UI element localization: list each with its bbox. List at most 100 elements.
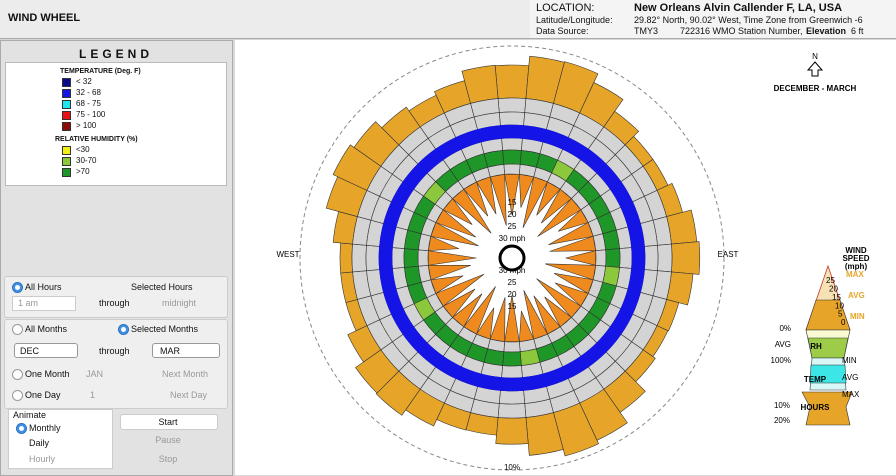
ring-cell — [498, 111, 526, 126]
hour-spike — [518, 310, 535, 343]
hour-spike — [463, 286, 496, 335]
label: HOURS — [801, 403, 831, 412]
label: 10% — [774, 401, 790, 410]
rh-cell — [605, 248, 621, 268]
hour-spike — [430, 275, 464, 294]
elevation: 6 ft — [851, 26, 864, 36]
legend-temp-title: TEMPERATURE (Deg. F) — [60, 68, 141, 75]
temp-fill — [809, 364, 847, 384]
source-label: Data Source: — [536, 26, 589, 36]
hour-spike — [463, 181, 489, 217]
label: DECEMBER - MARCH — [774, 84, 857, 93]
radio-all-hours[interactable] — [12, 282, 23, 293]
month-to[interactable]: MAR — [160, 346, 180, 356]
hour-spike — [519, 173, 535, 208]
pause[interactable]: Pause — [155, 435, 181, 445]
legend-label: > 100 — [76, 121, 97, 130]
ring-cell — [351, 243, 367, 273]
next-day[interactable]: Next Day — [170, 390, 208, 400]
label: EAST — [718, 250, 739, 259]
hour-spike — [476, 307, 495, 340]
label: 15 — [508, 198, 517, 207]
latlon: 29.82° North, 90.02° West, Time Zone fro… — [634, 15, 863, 25]
ring-cell — [619, 247, 633, 269]
hour-spike — [537, 198, 582, 237]
rh-cell — [483, 150, 505, 168]
month-from-select[interactable] — [14, 343, 78, 358]
radio-selected-months[interactable] — [118, 324, 129, 335]
location-label: LOCATION: — [536, 2, 595, 14]
legend-swatch — [62, 89, 71, 98]
all-hours[interactable]: All Hours — [25, 282, 62, 292]
month-to-select[interactable] — [152, 343, 220, 358]
start[interactable]: Start — [158, 417, 178, 427]
legend-swatch — [62, 111, 71, 120]
one-month[interactable]: One Month — [25, 369, 70, 379]
label: 15 — [832, 293, 841, 302]
hourly[interactable]: Hourly — [29, 454, 56, 464]
hour-to[interactable]: midnight — [162, 298, 197, 308]
daily[interactable]: Daily — [29, 438, 50, 448]
selected-months[interactable]: Selected Months — [131, 324, 199, 334]
legend-rh-title: RELATIVE HUMIDITY (%) — [55, 136, 138, 143]
ring-cell — [498, 390, 526, 405]
temp-cell — [477, 125, 502, 143]
label: WIND — [845, 246, 867, 255]
location: New Orleans Alvin Callender F, LA, USA — [634, 2, 843, 14]
month-from[interactable]: DEC — [20, 346, 40, 356]
label: 25 — [508, 278, 517, 287]
label: 0 — [841, 318, 846, 327]
label: MAX — [846, 270, 864, 279]
all-months[interactable]: All Months — [25, 324, 68, 334]
hour-spike — [565, 250, 596, 266]
hour-spike — [548, 222, 594, 246]
label: SPEED — [842, 254, 869, 263]
hour-spike — [489, 173, 507, 226]
label: 20 — [508, 290, 517, 299]
ring-cell — [595, 249, 607, 267]
start-button[interactable] — [120, 414, 218, 430]
legend-box — [5, 62, 227, 186]
latlon-label: Latitude/Longitude: — [536, 15, 613, 25]
speed-bar — [339, 242, 353, 274]
one-day[interactable]: One Day — [25, 390, 61, 400]
label: AVG — [775, 340, 791, 349]
legend-swatch — [62, 122, 71, 131]
label: TEMP — [804, 375, 827, 384]
monthly[interactable]: Monthly — [29, 423, 61, 433]
selected-hours[interactable]: Selected Hours — [131, 282, 193, 292]
hour-spike — [427, 235, 459, 252]
hour-from-field[interactable] — [12, 296, 76, 311]
elevation-label: Elevation — [806, 26, 847, 36]
label: 100% — [771, 356, 791, 365]
day[interactable]: 1 — [90, 390, 96, 400]
month[interactable]: JAN — [86, 369, 104, 379]
label: (mph) — [845, 262, 868, 271]
temp-cell — [631, 246, 646, 270]
legend-label: 75 - 100 — [76, 110, 106, 119]
hour-spike — [536, 278, 582, 318]
hours-band — [801, 391, 853, 426]
hour-from[interactable]: 1 am — [18, 298, 39, 308]
next-month[interactable]: Next Month — [162, 369, 209, 379]
label: MIN — [842, 356, 857, 365]
label: 20 — [829, 285, 838, 294]
info-panel — [530, 0, 896, 38]
hour-spike — [554, 282, 589, 307]
ring-cell — [497, 403, 527, 419]
station: 722316 WMO Station Number, — [680, 26, 803, 36]
legend-label: 30-70 — [76, 156, 97, 165]
north-arrow — [806, 61, 824, 77]
hour-spike — [435, 209, 477, 238]
rh-cell — [519, 348, 541, 366]
radio-monthly[interactable] — [16, 423, 27, 434]
hour-spike — [504, 174, 520, 216]
animate-group — [8, 409, 113, 469]
label: N — [812, 52, 818, 61]
radio-one-month[interactable] — [12, 369, 23, 380]
stop[interactable]: Stop — [158, 454, 178, 464]
hour-spike — [533, 295, 561, 335]
radio-all-months[interactable] — [12, 324, 23, 335]
radio-one-day[interactable] — [12, 390, 23, 401]
